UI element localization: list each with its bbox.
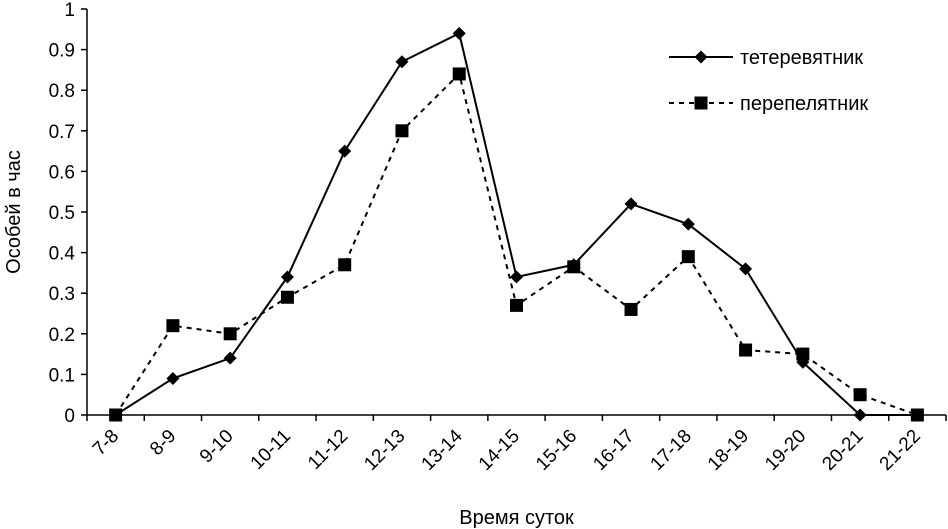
legend-marker	[694, 50, 708, 64]
y-tick-label: 0.2	[49, 325, 75, 346]
legend: тетеревятник перепелятник	[669, 47, 868, 115]
data-point	[739, 262, 753, 276]
data-point	[109, 408, 123, 422]
x-tick-label: 12-13	[360, 426, 409, 475]
data-point	[624, 302, 638, 316]
data-point	[452, 67, 466, 81]
y-axis: 0 0.1 0.2 0.3 0.4 0.5 0.6 0.7 0.8 0.9 1	[49, 0, 88, 427]
legend-entry: перепелятник	[669, 93, 868, 115]
x-tick-label: 13-14	[418, 425, 468, 475]
data-point	[624, 197, 638, 211]
data-point	[681, 217, 695, 231]
data-point	[853, 408, 867, 422]
x-tick-label: 10-11	[247, 426, 295, 474]
x-tick-label: 14-15	[475, 426, 524, 475]
series-layer	[109, 26, 924, 422]
data-point	[681, 250, 695, 264]
y-tick-label: 0.7	[49, 122, 75, 143]
data-point	[395, 124, 409, 138]
series-diamond	[109, 26, 924, 422]
x-tick-label: 9-10	[196, 426, 238, 468]
data-point	[223, 351, 237, 365]
x-tick-label: 8-9	[146, 426, 180, 460]
data-point	[510, 298, 523, 312]
y-tick-label: 0.3	[49, 284, 75, 305]
y-tick-label: 0	[64, 406, 75, 427]
y-tick-label: 0.6	[49, 162, 75, 183]
x-tick-label: 21-22	[876, 426, 925, 475]
legend-label: тетеревятник	[740, 47, 863, 69]
x-tick-label: 17-18	[647, 426, 696, 475]
legend-label: перепелятник	[740, 93, 868, 115]
y-tick-label: 0.8	[49, 81, 75, 102]
series-square	[109, 67, 924, 422]
y-tick-label: 1	[64, 0, 75, 21]
legend-entry: тетеревятник	[669, 47, 863, 69]
data-point	[280, 290, 294, 304]
data-point	[452, 26, 466, 40]
data-point	[796, 355, 810, 369]
y-tick-label: 0.9	[49, 41, 75, 62]
x-axis: 7-8 8-9 9-10 10-11 11-12 12-13 13-14 14-15 15-16…	[86, 414, 947, 475]
data-point	[910, 408, 924, 422]
x-tick-label: 20-21	[818, 426, 867, 475]
x-tick-label: 16-17	[589, 426, 638, 475]
y-axis-title: Особей в час	[3, 150, 25, 274]
data-point	[166, 371, 180, 385]
x-tick-label: 19-20	[761, 426, 810, 475]
data-point	[223, 327, 237, 341]
x-tick-label: 15-16	[532, 426, 581, 475]
x-axis-title: Время суток	[459, 507, 574, 529]
data-point	[166, 319, 180, 333]
data-point	[853, 388, 867, 402]
x-tick-label: 7-8	[89, 426, 123, 460]
data-point	[739, 343, 753, 357]
x-tick-label: 11-12	[304, 426, 352, 474]
data-point	[280, 270, 294, 284]
y-tick-label: 0.1	[49, 365, 75, 386]
data-point	[395, 55, 409, 69]
x-tick-label: 18-19	[704, 426, 753, 475]
data-point	[510, 270, 523, 284]
data-point	[338, 144, 352, 158]
legend-marker	[694, 96, 708, 110]
data-point	[338, 258, 352, 272]
y-tick-label: 0.4	[49, 244, 76, 265]
y-tick-label: 0.5	[49, 203, 75, 224]
data-point	[567, 258, 581, 272]
series-line	[114, 72, 918, 416]
